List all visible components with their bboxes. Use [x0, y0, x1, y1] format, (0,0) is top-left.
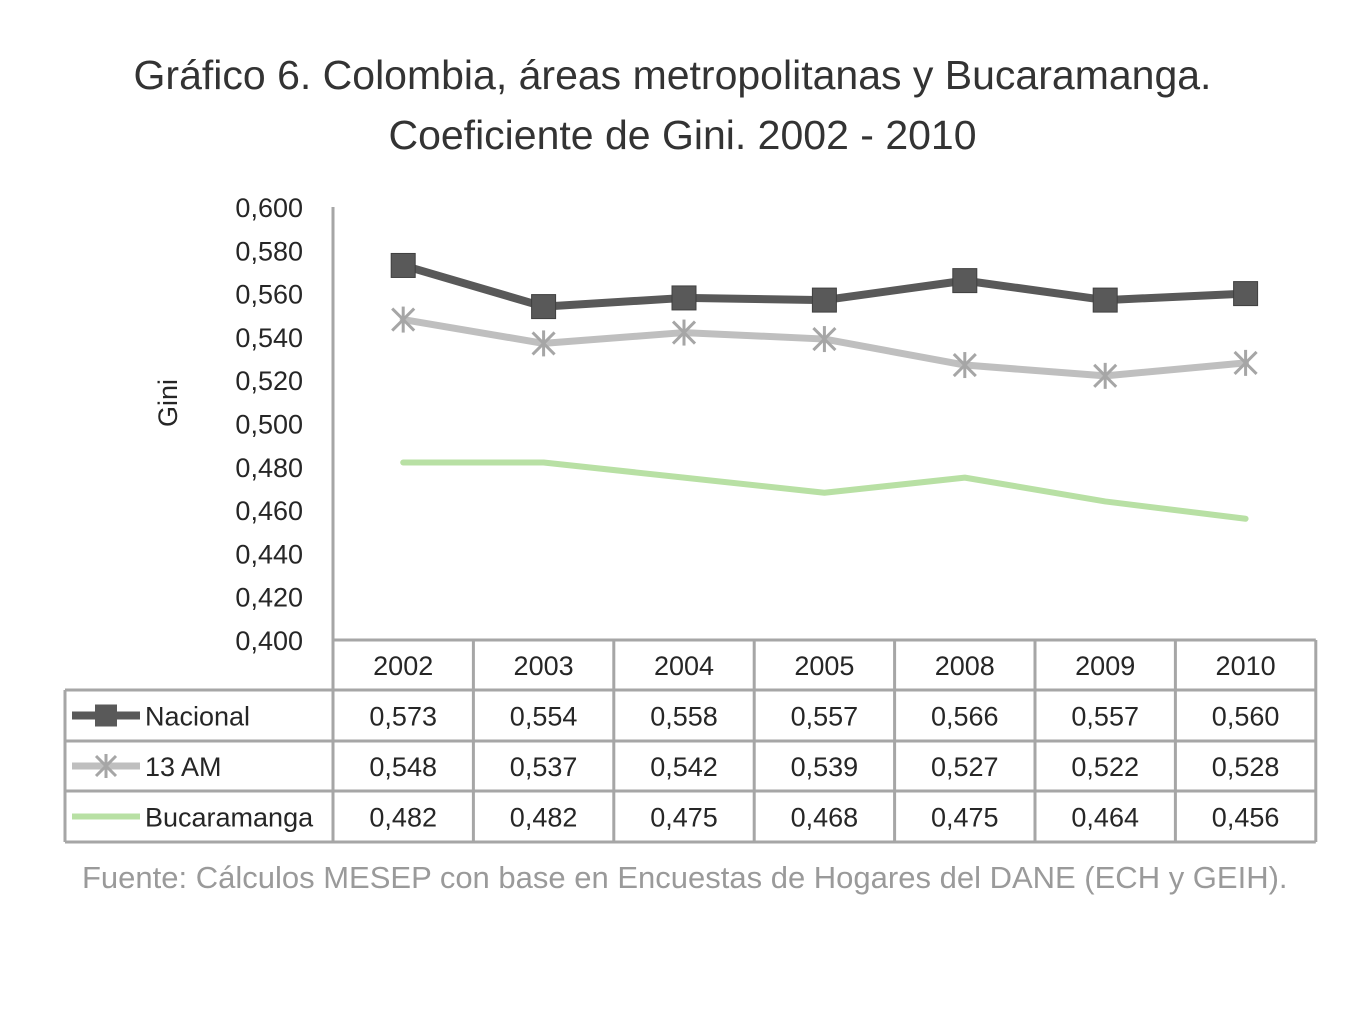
- data-table-cell: 0,522: [1071, 752, 1139, 782]
- legend-label: Bucaramanga: [145, 803, 314, 833]
- y-axis-label: Gini: [153, 379, 183, 427]
- data-table-cell: 0,554: [510, 702, 578, 732]
- data-table-cell: 0,482: [510, 803, 578, 833]
- data-table-cell: 0,464: [1071, 803, 1139, 833]
- y-tick-label: 0,540: [235, 323, 303, 353]
- y-tick-label: 0,580: [235, 236, 303, 266]
- x-tick-label: 2008: [935, 651, 995, 681]
- data-table-cell: 0,560: [1212, 702, 1280, 732]
- data-table-cell: 0,573: [369, 702, 437, 732]
- x-tick-label: 2004: [654, 651, 714, 681]
- data-point-marker: [1092, 287, 1118, 313]
- x-tick-label: 2010: [1216, 651, 1276, 681]
- y-tick-label: 0,500: [235, 410, 303, 440]
- legend-label: Nacional: [145, 702, 250, 732]
- data-table-cell: 0,468: [791, 803, 859, 833]
- data-table-cell: 0,566: [931, 702, 999, 732]
- x-tick-label: 2003: [514, 651, 574, 681]
- data-table-cell: 0,475: [650, 803, 718, 833]
- y-tick-label: 0,520: [235, 366, 303, 396]
- data-table-cell: 0,558: [650, 702, 718, 732]
- data-table-cell: 0,548: [369, 752, 437, 782]
- data-table-cell: 0,475: [931, 803, 999, 833]
- data-table-cell: 0,456: [1212, 803, 1280, 833]
- legend-key-marker: [95, 704, 117, 727]
- data-point-marker: [811, 287, 837, 313]
- data-point-marker: [390, 252, 416, 278]
- x-tick-label: 2002: [373, 651, 433, 681]
- data-point-marker: [952, 268, 978, 294]
- data-point-marker: [671, 285, 697, 311]
- y-tick-label: 0,420: [235, 583, 303, 613]
- x-tick-label: 2009: [1075, 651, 1135, 681]
- data-table-cell: 0,482: [369, 803, 437, 833]
- legend-label: 13 AM: [145, 752, 222, 782]
- x-tick-label: 2005: [794, 651, 854, 681]
- y-tick-label: 0,480: [235, 453, 303, 483]
- data-table-cell: 0,528: [1212, 752, 1280, 782]
- y-tick-label: 0,600: [235, 193, 303, 223]
- line-chart: 0,400 0,420 0,440 0,460 0,480 0,500 0,520 0,540…: [63, 193, 1318, 844]
- y-tick-label: 0,560: [235, 280, 303, 310]
- data-table-cell: 0,557: [1071, 702, 1139, 732]
- data-point-marker: [531, 294, 557, 320]
- y-tick-label: 0,440: [235, 539, 303, 569]
- data-table-cell: 0,527: [931, 752, 999, 782]
- data-point-marker: [1233, 281, 1259, 307]
- chart-subtitle: Coeficiente de Gini. 2002 - 2010: [388, 112, 977, 158]
- series-line-bucaramanga: [400, 459, 1249, 522]
- data-table-cell: 0,539: [791, 752, 859, 782]
- y-tick-label: 0,400: [235, 626, 303, 656]
- chart-title: Gráfico 6. Colombia, áreas metropolitana…: [133, 52, 1212, 98]
- data-table-cell: 0,537: [510, 752, 578, 782]
- data-table-cell: 0,557: [791, 702, 859, 732]
- source-note: Fuente: Cálculos MESEP con base en Encue…: [82, 860, 1288, 895]
- y-tick-label: 0,460: [235, 496, 303, 526]
- data-table-cell: 0,542: [650, 752, 718, 782]
